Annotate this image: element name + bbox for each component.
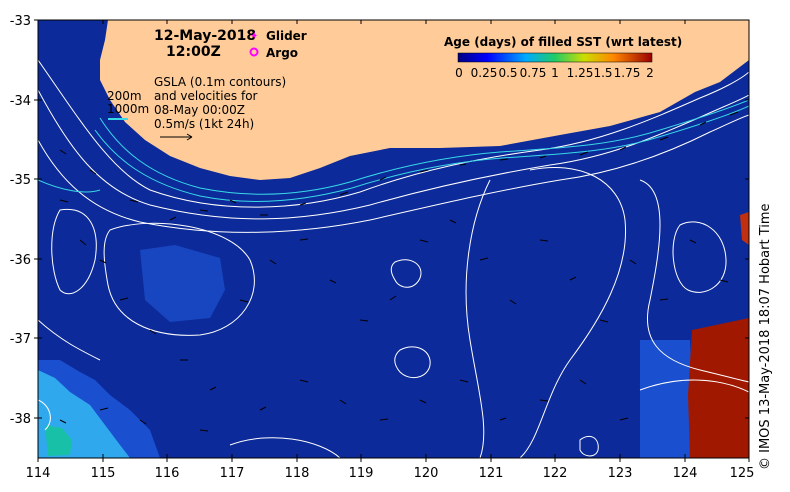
colorbar-ticks: 0 0.25 0.5 0.75 1 1.25 1.5 1.75 2 xyxy=(455,66,654,80)
colorbar-tick: 0 xyxy=(455,66,463,80)
y-tick-label: -35 xyxy=(10,173,31,188)
isobath-1000-label: 1000m xyxy=(107,102,149,116)
colorbar-tick: 1.5 xyxy=(593,66,612,80)
gsla-note-line3: 08-May 00:00Z xyxy=(154,103,245,117)
colorbar-tick: 1 xyxy=(551,66,559,80)
sst-patch-southwest-green xyxy=(45,425,72,456)
x-tick-label: 115 xyxy=(91,466,116,481)
argo-icon xyxy=(249,47,259,57)
colorbar-tick: 1.25 xyxy=(567,66,594,80)
isobath-200-label: 200m xyxy=(107,89,142,103)
y-tick-label: -37 xyxy=(10,332,31,347)
gsla-note-line2: and velocities for xyxy=(154,89,258,103)
sst-patch-east-old xyxy=(688,318,749,458)
colorbar-title: Age (days) of filled SST (wrt latest) xyxy=(444,35,682,49)
gsla-note-line4: 0.5m/s (1kt 24h) xyxy=(154,117,254,131)
glider-icon: ✦ xyxy=(250,31,258,42)
legend-glider: Glider xyxy=(266,29,307,43)
y-tick-label: -38 xyxy=(10,412,31,427)
map-date: 12-May-2018 xyxy=(154,28,256,44)
colorbar-tick: 0.75 xyxy=(520,66,547,80)
x-tick-label: 120 xyxy=(414,466,439,481)
x-tick-label: 122 xyxy=(543,466,568,481)
legend-argo: Argo xyxy=(266,46,298,60)
gsla-note-line1: GSLA (0.1m contours) xyxy=(154,75,286,89)
plot-frame xyxy=(37,19,750,459)
axis-ticks xyxy=(34,19,750,462)
map-time: 12:00Z xyxy=(166,44,221,60)
x-tick-label: 117 xyxy=(220,466,245,481)
x-tick-label: 116 xyxy=(155,466,180,481)
colorbar-tick: 0.5 xyxy=(498,66,517,80)
y-tick-label: -34 xyxy=(10,94,31,109)
y-axis-labels: -33 -34 -35 -36 -37 -38 xyxy=(10,14,31,427)
colorbar xyxy=(457,52,653,63)
x-tick-label: 121 xyxy=(479,466,504,481)
isobaths xyxy=(38,99,749,203)
gsla-contours xyxy=(38,59,749,458)
colorbar-tick: 0.25 xyxy=(471,66,498,80)
colorbar-tick: 1.75 xyxy=(614,66,641,80)
sst-patch-mid xyxy=(140,245,225,322)
sst-patch-east-edge xyxy=(740,212,749,245)
colorbar-tick: 2 xyxy=(646,66,654,80)
x-tick-label: 123 xyxy=(608,466,633,481)
x-tick-label: 114 xyxy=(26,466,51,481)
x-tick-label: 125 xyxy=(730,466,755,481)
credit-text: © IMOS 13-May-2018 18:07 Hobart Time xyxy=(758,203,773,470)
x-tick-label: 119 xyxy=(349,466,374,481)
velocity-arrows xyxy=(59,111,739,432)
y-tick-label: -36 xyxy=(10,253,31,268)
sst-patch-east-blue xyxy=(640,340,695,458)
x-tick-label: 124 xyxy=(673,466,698,481)
x-tick-label: 118 xyxy=(285,466,310,481)
x-axis-labels: 114 115 116 117 118 119 120 121 122 123 … xyxy=(26,466,755,481)
scale-arrow-head xyxy=(186,133,193,141)
y-tick-label: -33 xyxy=(10,14,31,29)
